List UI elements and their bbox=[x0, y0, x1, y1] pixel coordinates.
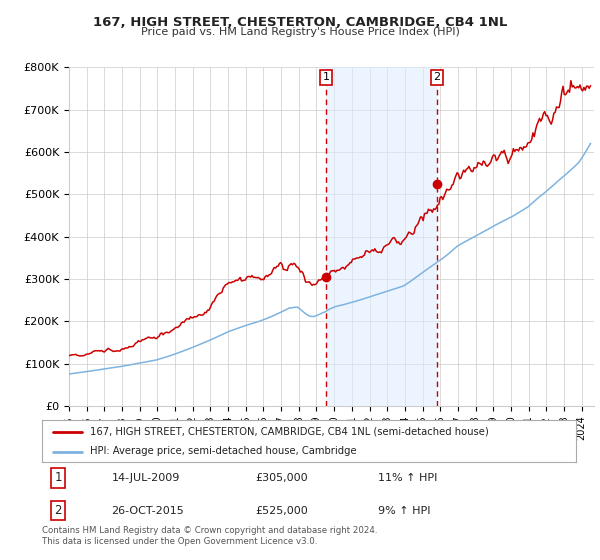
Text: 26-OCT-2015: 26-OCT-2015 bbox=[112, 506, 184, 516]
Text: 11% ↑ HPI: 11% ↑ HPI bbox=[379, 473, 438, 483]
Text: 14-JUL-2009: 14-JUL-2009 bbox=[112, 473, 180, 483]
Text: 167, HIGH STREET, CHESTERTON, CAMBRIDGE, CB4 1NL: 167, HIGH STREET, CHESTERTON, CAMBRIDGE,… bbox=[93, 16, 507, 29]
Text: 2: 2 bbox=[54, 504, 62, 517]
Text: 1: 1 bbox=[323, 72, 329, 82]
Text: £305,000: £305,000 bbox=[256, 473, 308, 483]
Bar bbox=[326, 67, 437, 406]
Text: HPI: Average price, semi-detached house, Cambridge: HPI: Average price, semi-detached house,… bbox=[90, 446, 356, 456]
Text: £525,000: £525,000 bbox=[256, 506, 308, 516]
Text: Contains HM Land Registry data © Crown copyright and database right 2024.
This d: Contains HM Land Registry data © Crown c… bbox=[42, 526, 377, 546]
Text: Price paid vs. HM Land Registry's House Price Index (HPI): Price paid vs. HM Land Registry's House … bbox=[140, 27, 460, 37]
Text: 167, HIGH STREET, CHESTERTON, CAMBRIDGE, CB4 1NL (semi-detached house): 167, HIGH STREET, CHESTERTON, CAMBRIDGE,… bbox=[90, 427, 489, 437]
Text: 9% ↑ HPI: 9% ↑ HPI bbox=[379, 506, 431, 516]
Text: 2: 2 bbox=[433, 72, 440, 82]
Text: 1: 1 bbox=[54, 471, 62, 484]
